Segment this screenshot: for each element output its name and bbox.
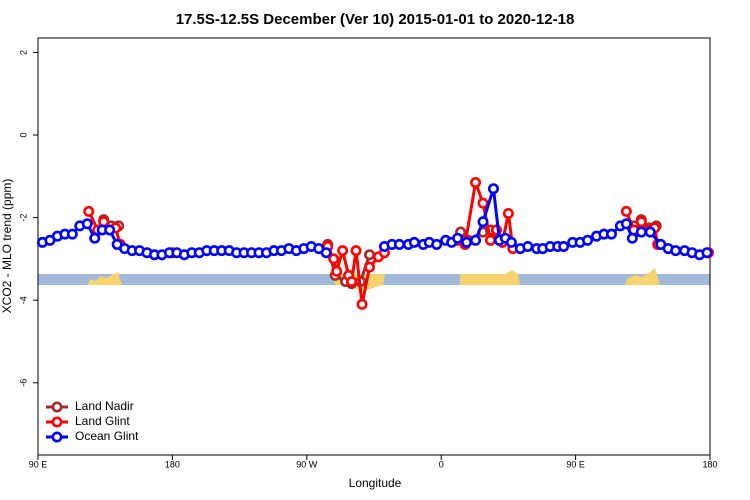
data-point: [470, 177, 482, 189]
data-point: [635, 226, 647, 238]
data-point: [408, 236, 420, 248]
data-point: [320, 247, 332, 259]
land-patch: [460, 270, 520, 285]
y-tick-label: -4: [18, 296, 28, 304]
x-tick-label: 180: [702, 459, 717, 469]
data-point: [701, 247, 713, 259]
data-point: [89, 232, 101, 244]
x-tick-label: 180: [165, 459, 180, 469]
data-point: [620, 218, 632, 230]
data-point: [364, 261, 376, 273]
data-point: [502, 207, 514, 219]
y-tick-label: -2: [18, 214, 28, 222]
land-patch: [625, 268, 660, 285]
y-tick-label: 0: [18, 133, 28, 138]
data-point: [81, 218, 93, 230]
data-point: [582, 234, 594, 246]
legend-label: Land Nadir: [75, 399, 134, 413]
data-point: [98, 216, 110, 228]
data-point: [626, 232, 638, 244]
legend-marker: [51, 401, 63, 413]
data-point: [477, 197, 489, 209]
legend-marker: [51, 431, 63, 443]
data-point: [331, 265, 343, 277]
x-tick-label: 90 W: [296, 459, 318, 469]
data-point: [505, 236, 517, 248]
data-point: [558, 241, 570, 253]
data-point: [484, 234, 496, 246]
data-point: [620, 205, 632, 217]
data-point: [393, 238, 405, 250]
legend-marker: [51, 416, 63, 428]
data-point: [66, 228, 78, 240]
data-point: [346, 276, 358, 288]
data-point: [104, 224, 116, 236]
y-axis-label: XCO2 - MLO trend (ppm): [0, 179, 14, 314]
legend-label: Land Glint: [75, 414, 130, 428]
data-point: [328, 253, 340, 265]
data-point: [635, 216, 647, 228]
plot-frame: [37, 37, 711, 456]
data-point: [337, 245, 349, 257]
x-tick-label: 0: [439, 459, 444, 469]
x-tick-label: 90 E: [566, 459, 585, 469]
data-point: [522, 241, 534, 253]
chart-title: 17.5S-12.5S December (Ver 10) 2015-01-01…: [176, 11, 575, 28]
data-point: [356, 298, 368, 310]
data-point: [350, 245, 362, 257]
data-point: [431, 238, 443, 250]
y-tick-label: 2: [18, 50, 28, 55]
data-point: [644, 226, 656, 238]
x-tick-label: 90 E: [29, 459, 48, 469]
data-point: [605, 228, 617, 240]
data-point: [83, 205, 95, 217]
data-point: [470, 234, 482, 246]
data-point: [487, 183, 499, 195]
data-point: [452, 232, 464, 244]
y-tick-label: -6: [18, 379, 28, 387]
data-point: [670, 245, 682, 257]
x-axis-label: Longitude: [349, 476, 402, 490]
legend-label: Ocean Glint: [75, 429, 139, 443]
data-point: [364, 249, 376, 261]
data-point: [461, 236, 473, 248]
data-point: [477, 216, 489, 228]
land-patch: [88, 272, 122, 285]
